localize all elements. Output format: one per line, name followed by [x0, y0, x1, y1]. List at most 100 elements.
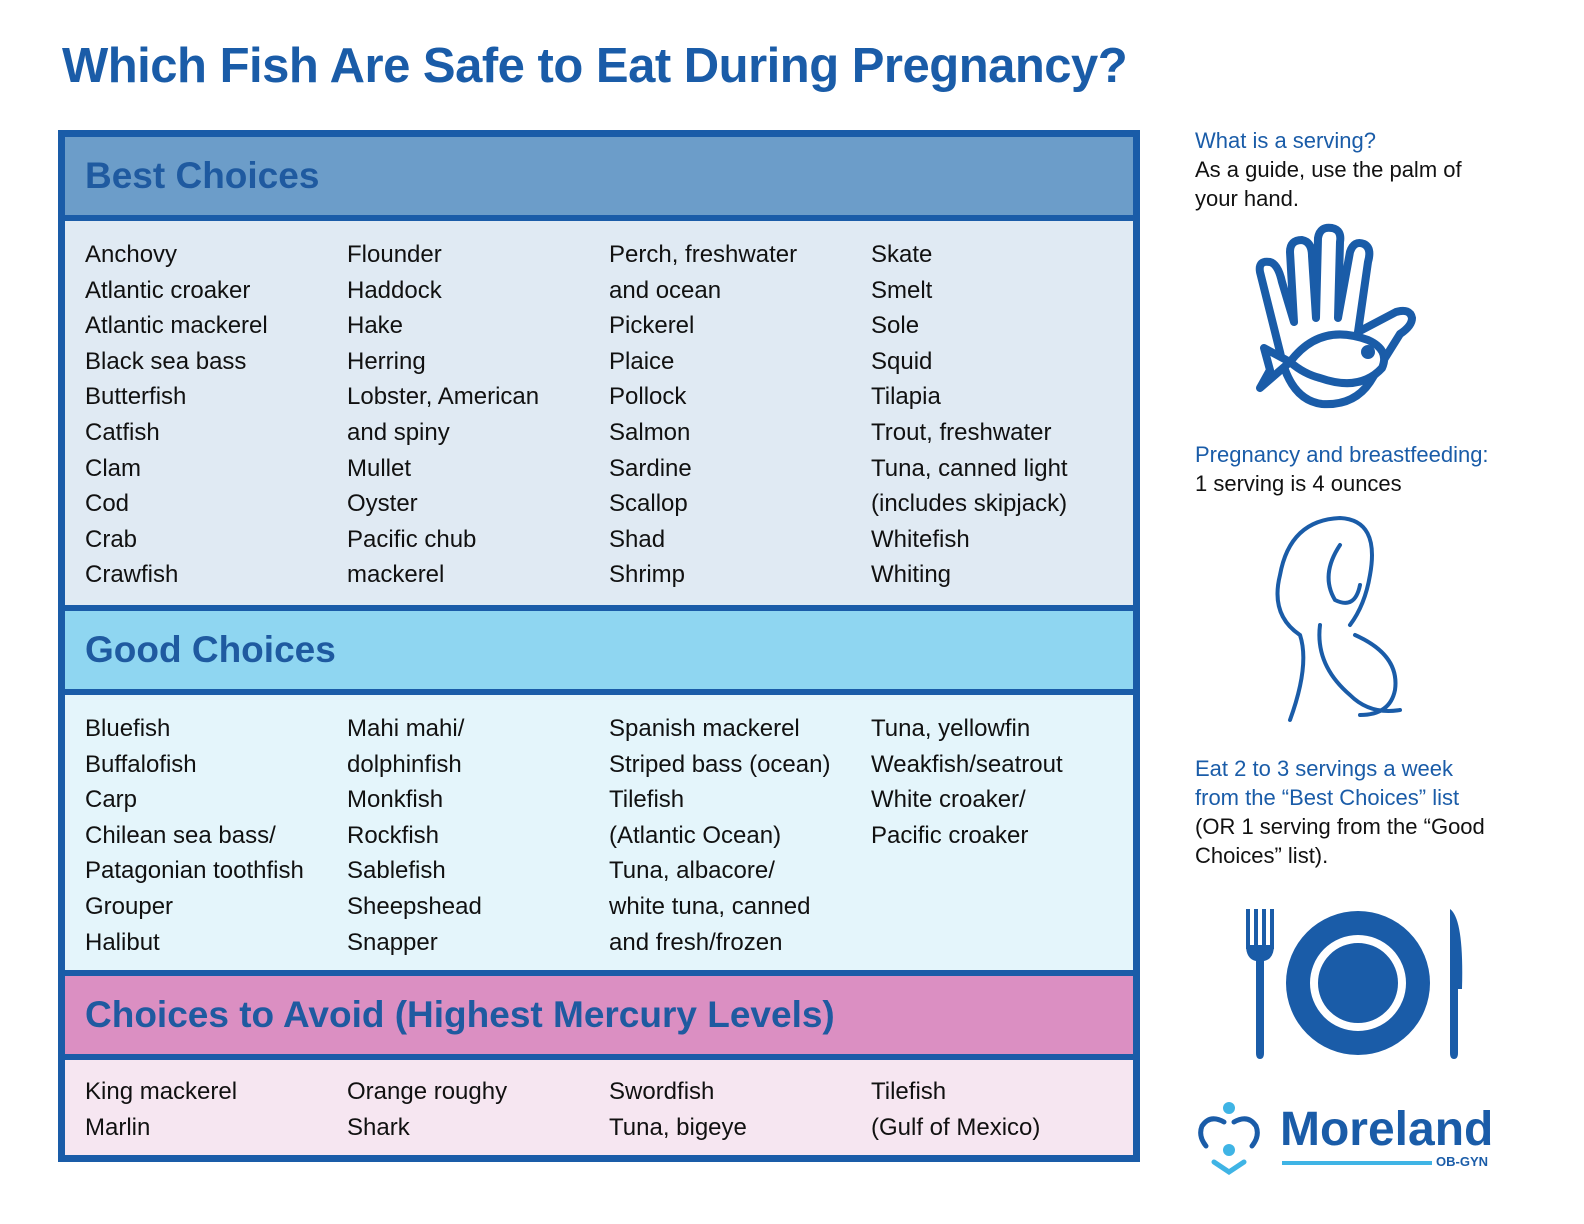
fish-item: Pollock — [609, 383, 687, 411]
hand-with-fish-icon — [1255, 223, 1416, 409]
fish-item: Haddock — [347, 276, 442, 304]
avoid-choices-heading: Choices to Avoid (Highest Mercury Levels… — [65, 976, 1133, 1054]
fish-item: Whiting — [871, 561, 952, 589]
heart-logo-icon — [1198, 1102, 1260, 1175]
fish-item: Sardine — [609, 454, 692, 482]
fish-item: Chilean sea bass/ — [85, 821, 276, 849]
fish-item: Black sea bass — [85, 347, 247, 375]
fish-item: Skate — [871, 241, 933, 268]
fish-item: Tuna, canned light — [871, 454, 1068, 482]
fish-item: Orange roughy — [347, 1078, 508, 1105]
fish-item: and fresh/frozen — [609, 928, 783, 956]
fish-item: Cod — [85, 490, 130, 518]
fish-item: Spanish mackerel — [609, 715, 800, 742]
fish-item: Tuna, yellowfin — [871, 715, 1031, 742]
fish-item: Butterfish — [85, 383, 187, 411]
fish-item: Catfish — [85, 418, 160, 446]
good-choices-list: Bluefish Buffalofish Carp Chilean sea bass/… — [65, 695, 1133, 970]
fish-item: Bluefish — [85, 715, 171, 742]
fish-table: Best Choices Anchovy Atlantic croaker Atla… — [58, 130, 1140, 1162]
fish-item: and ocean — [609, 276, 722, 304]
fish-item: Weakfish/seatrout — [871, 750, 1063, 778]
fish-column: Flounder Haddock Hake Herring Lobster, Ameri… — [347, 237, 609, 605]
fish-item: (includes skipjack) — [871, 490, 1068, 518]
fish-item: Oyster — [347, 490, 418, 518]
fish-column: Mahi mahi/dolphinfish Monkfish Rockfish Sab… — [347, 711, 609, 970]
fish-item: Snapper — [347, 928, 438, 956]
servings-recommendation: Eat 2 to 3 servings a week from the “Bes… — [1195, 756, 1460, 810]
logo-name: Moreland — [1280, 1103, 1494, 1156]
good-choices-heading: Good Choices — [65, 611, 1133, 689]
fish-item: Carp — [85, 786, 138, 814]
fish-item: Grouper — [85, 892, 174, 920]
fish-item: King mackerel — [85, 1078, 238, 1105]
fish-item: Pacific croaker — [871, 821, 1029, 849]
fish-item: Flounder — [347, 241, 442, 268]
avoid-choices-list: King mackerel Marlin Orange roughy Shark Swo… — [65, 1060, 1133, 1155]
fish-item: Buffalofish — [85, 750, 197, 778]
fish-column: Tilefish (Gulf of Mexico) — [871, 1074, 1133, 1155]
fish-item: Scallop — [609, 490, 688, 518]
fish-item: Patagonian toothfish — [85, 857, 304, 885]
fish-item: Rockfish — [347, 821, 440, 849]
fish-item: Atlantic croaker — [85, 276, 251, 304]
fish-item: and spiny — [347, 418, 450, 446]
best-choices-heading: Best Choices — [65, 137, 1133, 215]
fish-item: Pacific chub — [347, 525, 477, 553]
fish-item: (Atlantic Ocean) — [609, 821, 782, 849]
fish-item: Striped bass (ocean) — [609, 750, 831, 778]
fish-item: Shrimp — [609, 561, 686, 589]
fish-item: Squid — [871, 347, 933, 375]
fish-column: Bluefish Buffalofish Carp Chilean sea bass/… — [85, 711, 347, 970]
fish-item: Crawfish — [85, 561, 179, 589]
fish-item: Tilefish — [871, 1078, 947, 1105]
page-title: Which Fish Are Safe to Eat During Pregna… — [62, 39, 1128, 93]
plate-fork-knife-icon — [1246, 909, 1463, 1059]
fish-item: Swordfish — [609, 1078, 715, 1105]
fish-item: White croaker/ — [871, 786, 1026, 814]
pregnancy-answer: 1 serving is 4 ounces — [1195, 471, 1402, 496]
fish-item: Perch, freshwater — [609, 241, 798, 268]
fish-item: Sole — [871, 312, 920, 340]
fish-item: Mahi mahi/ — [347, 715, 465, 742]
fish-item: Shad — [609, 525, 666, 553]
fish-item: Shark — [347, 1113, 410, 1141]
fish-item: (Gulf of Mexico) — [871, 1113, 1041, 1141]
fish-item: Sablefish — [347, 857, 446, 885]
fish-item: Pickerel — [609, 312, 695, 340]
fish-column: Swordfish Tuna, bigeye — [609, 1074, 871, 1155]
moreland-logo: Moreland OB-GYN — [1196, 1100, 1496, 1175]
fish-item: Tuna, albacore/ — [609, 857, 775, 885]
fish-item: Plaice — [609, 347, 675, 375]
serving-answer: As a guide, use the palm of your hand. — [1195, 157, 1462, 211]
fish-item: Hake — [347, 312, 404, 340]
fish-item: Clam — [85, 454, 142, 482]
logo-underline — [1282, 1161, 1432, 1165]
fish-item: Salmon — [609, 418, 691, 446]
pregnancy-question: Pregnancy and breastfeeding: — [1195, 442, 1489, 467]
fish-item: mackerel — [347, 561, 445, 589]
best-choices-list: Anchovy Atlantic croaker Atlantic mackerel… — [65, 221, 1133, 605]
fish-item: Atlantic mackerel — [85, 312, 268, 340]
pregnant-woman-icon — [1275, 515, 1402, 722]
fish-item: Tilefish — [609, 786, 685, 814]
fish-item: Tuna, bigeye — [609, 1113, 747, 1141]
fish-column: Anchovy Atlantic croaker Atlantic mackerel… — [85, 237, 347, 605]
serving-question: What is a serving? — [1195, 128, 1376, 153]
fish-column: Tuna, yellowfin Weakfish/seatrout White cr… — [871, 711, 1133, 970]
fish-item: dolphinfish — [347, 750, 462, 778]
fish-item: Whitefish — [871, 525, 970, 553]
fish-item: Herring — [347, 347, 426, 375]
serving-note: What is a serving? As a guide, use the p… — [1195, 126, 1525, 213]
fish-item: Lobster, American — [347, 383, 540, 411]
fish-item: Sheepshead — [347, 892, 482, 920]
fish-column: King mackerel Marlin — [85, 1074, 347, 1155]
fish-item: Monkfish — [347, 786, 444, 814]
fish-item: Crab — [85, 525, 138, 553]
fish-item: Smelt — [871, 276, 933, 304]
servings-note: Eat 2 to 3 servings a week from the “Bes… — [1195, 754, 1525, 870]
logo-subtitle: OB-GYN — [1436, 1154, 1488, 1169]
servings-alternative: (OR 1 serving from the “Good Choices” li… — [1195, 814, 1485, 868]
fish-item: Tilapia — [871, 383, 941, 411]
fish-item: Mullet — [347, 454, 412, 482]
